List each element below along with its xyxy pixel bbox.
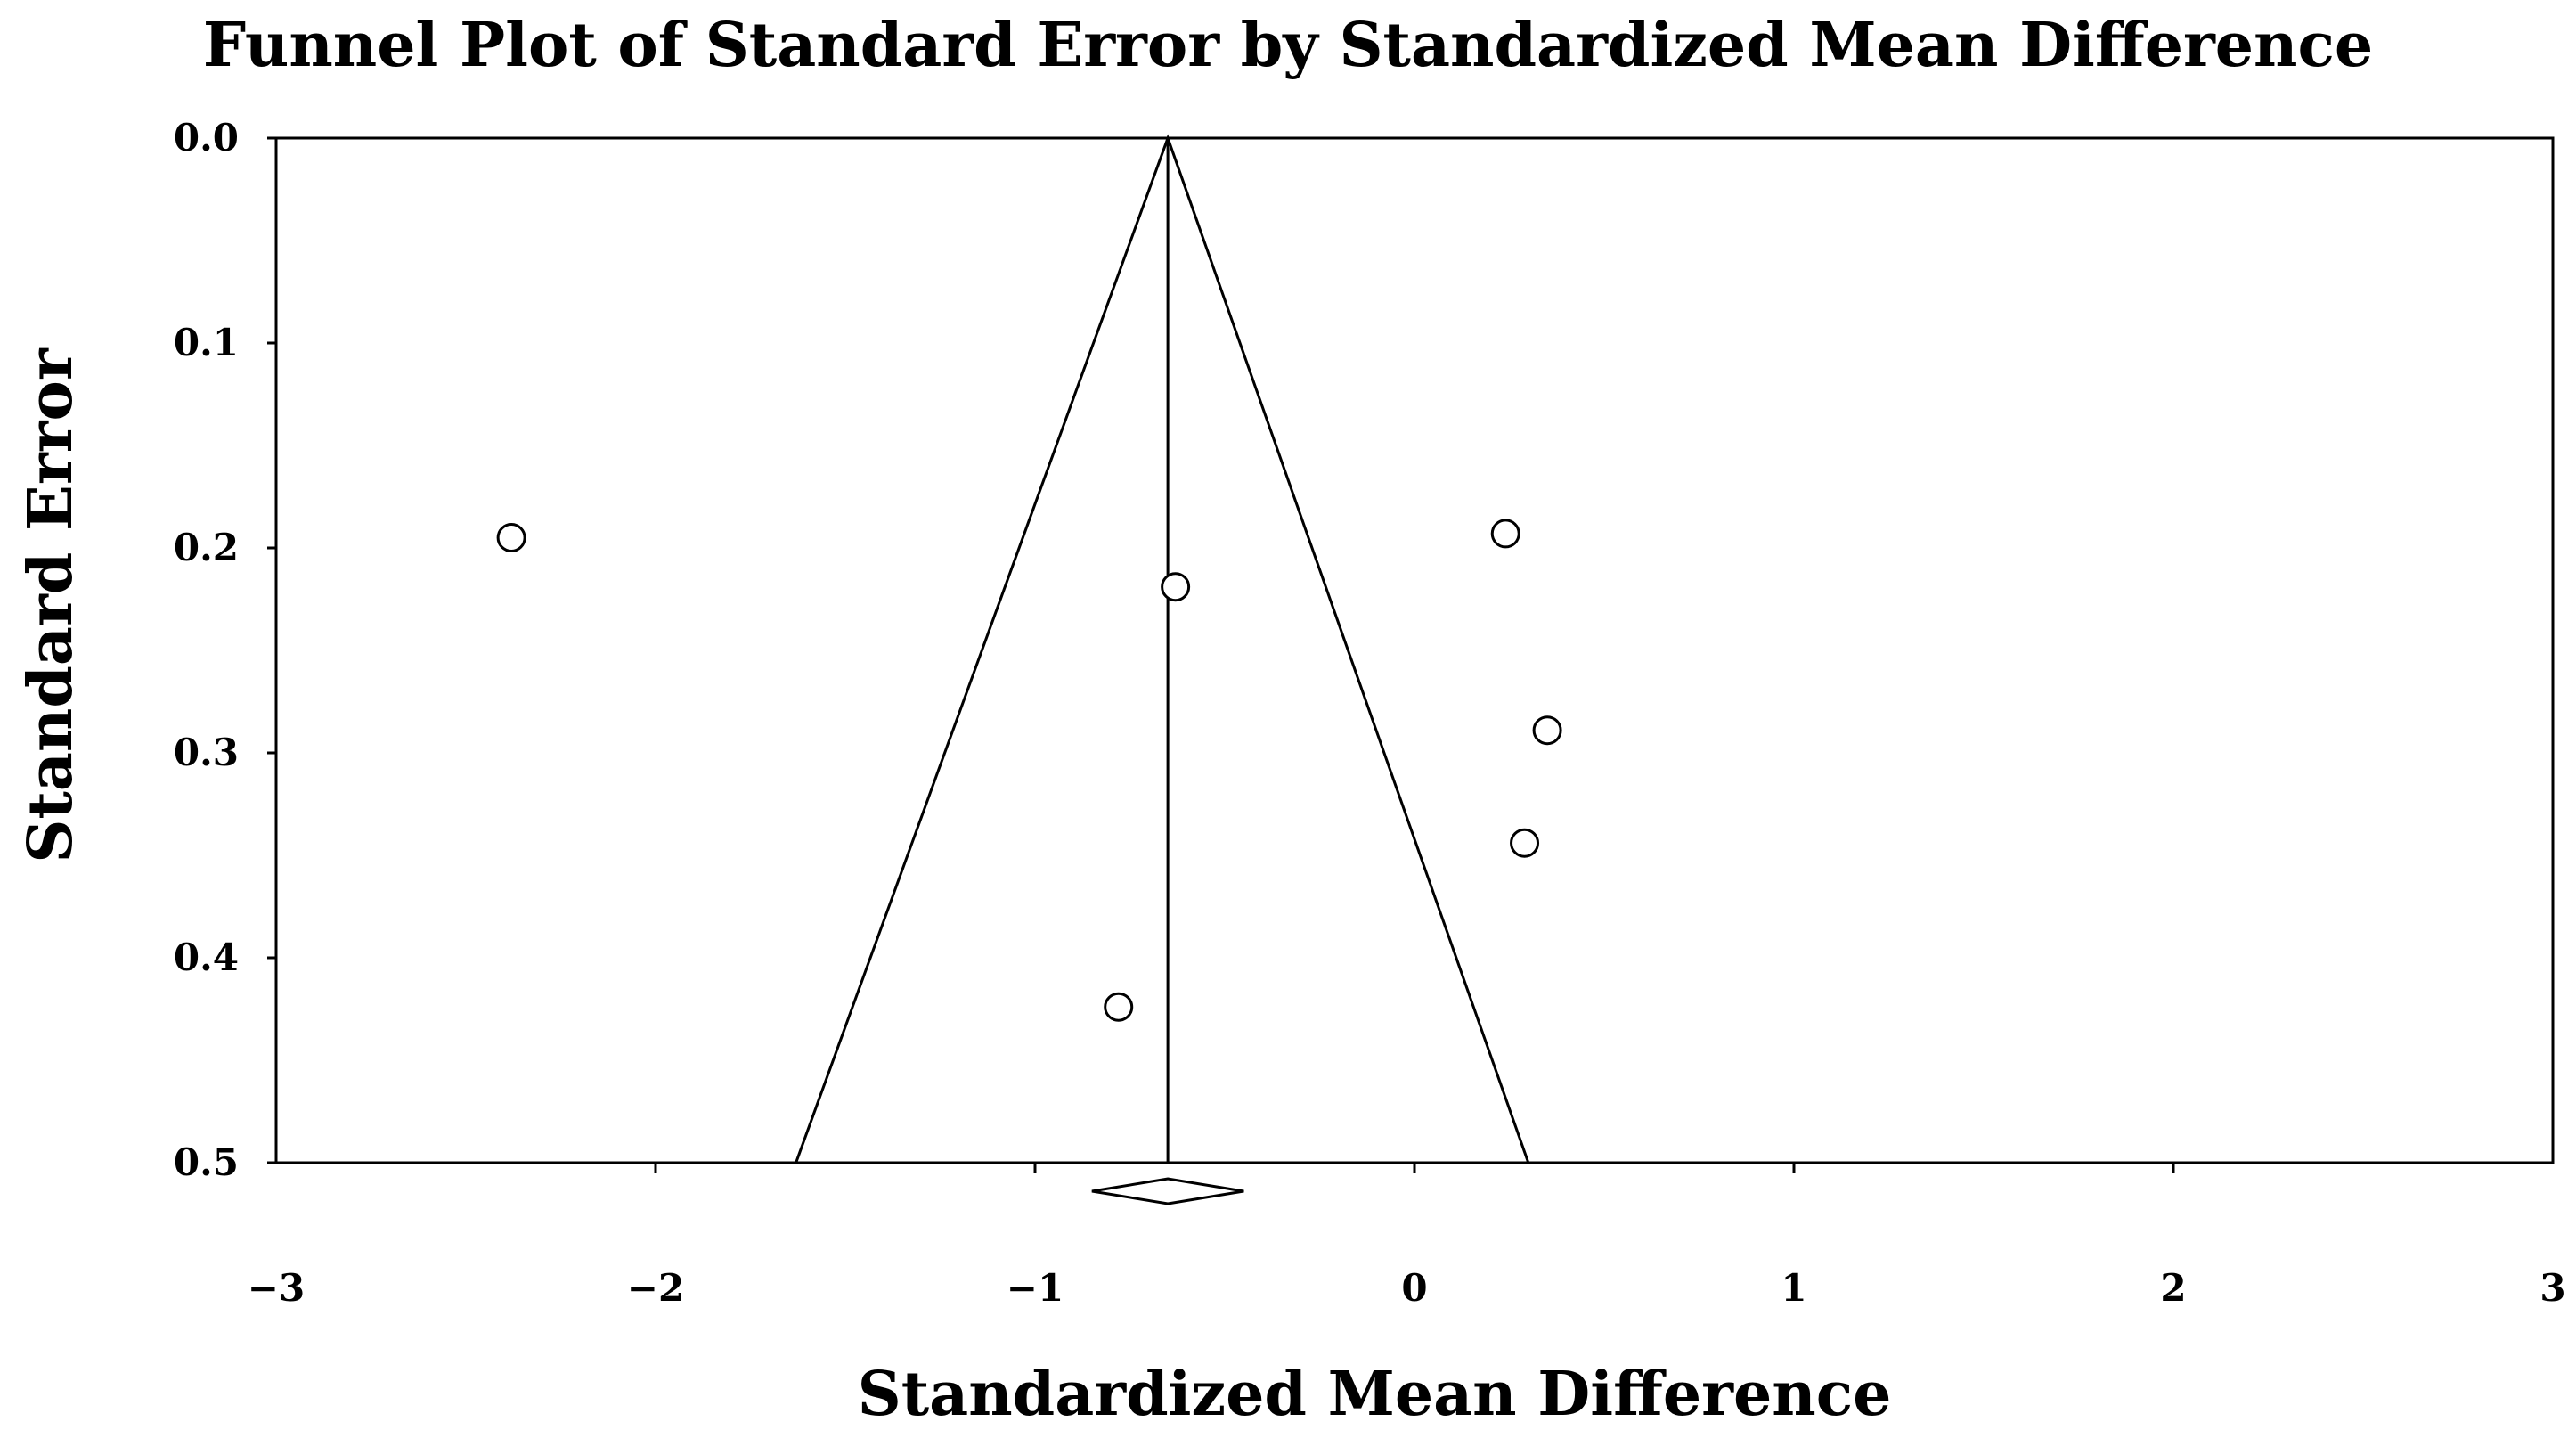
funnel-layer [795,134,1530,1205]
study-point [1490,519,1520,549]
study-points [496,519,1562,1022]
y-tick-label: 0.2 [174,526,239,569]
x-tick-label: −3 [248,1266,305,1310]
x-tick-label: 3 [2539,1266,2565,1310]
funnel-outline [795,134,1530,1164]
x-tick-label: −2 [627,1266,684,1310]
y-tick-label: 0.1 [174,321,239,364]
y-axis-ticks: 0.0 0.1 0.2 0.3 0.4 0.5 [174,116,276,1184]
x-tick-label: 2 [2160,1266,2186,1310]
study-point [1104,992,1134,1022]
x-axis-label: Standardized Mean Difference [858,1359,1892,1430]
x-tick-label: −1 [1007,1266,1064,1310]
x-tick-label: 1 [1781,1266,1806,1310]
summary-diamond [1091,1177,1244,1205]
study-point [496,523,526,552]
y-tick-label: 0.3 [174,731,239,774]
study-point [1532,715,1562,746]
x-tick-label: 0 [1401,1266,1427,1310]
x-axis-ticks: −3 −2 −1 0 1 2 3 [248,1163,2566,1310]
y-tick-label: 0.0 [174,116,239,159]
y-tick-label: 0.4 [174,936,239,979]
study-point [1161,572,1191,602]
y-tick-label: 0.5 [174,1140,239,1184]
chart-title: Funnel Plot of Standard Error by Standar… [203,10,2373,81]
study-point [1510,828,1540,858]
y-axis-label: Standard Error [15,347,86,863]
plot-area-frame [274,136,2555,1164]
